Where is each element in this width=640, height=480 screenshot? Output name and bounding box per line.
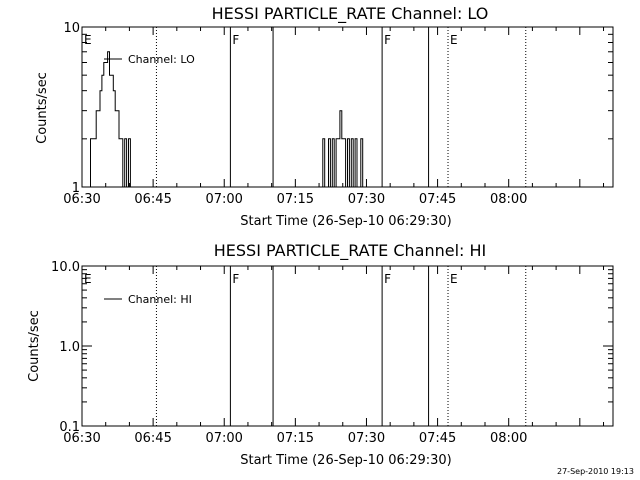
x-tick-label: 08:00 [490,431,527,446]
panel-lo-event-lines: F F EE [84,27,527,187]
y-tick-label: 1 [72,181,80,196]
panel-lo-title: HESSI PARTICLE_RATE Channel: LO [212,4,489,24]
panel-hi-ticks: 06:30 06:45 07:00 07:15 07:30 07:45 08:00 0.1 1.… [51,260,613,446]
panel-hi-xlabel: Start Time (26-Sep-10 06:29:30) [240,453,451,468]
x-tick-label: 07:30 [348,192,385,207]
panel-lo-xlabel: Start Time (26-Sep-10 06:29:30) [240,214,451,229]
panel-lo-ylabel: Counts/sec [35,72,50,144]
event-marker-label: E [450,272,458,286]
x-tick-label: 07:15 [277,431,314,446]
legend-label: Channel: HI [128,293,192,306]
event-marker-label: E [84,272,92,286]
event-marker-label: E [84,33,92,47]
x-tick-label: 07:45 [419,192,456,207]
panel-lo-ticks: 06:30 06:45 07:00 07:15 07:30 07:45 08:00 1 10 [63,21,613,207]
x-tick-label: 08:00 [490,192,527,207]
y-tick-label: 1.0 [59,340,80,355]
panel-hi-title: HESSI PARTICLE_RATE Channel: HI [214,241,487,261]
panel-hi-legend: Channel: HI [104,293,192,306]
event-marker-label: F [384,33,391,47]
x-tick-label: 07:15 [277,192,314,207]
series-line [321,110,365,188]
event-marker-label: F [384,272,391,286]
series-line [88,51,133,188]
y-tick-label: 10.0 [51,260,80,275]
x-tick-label: 06:45 [134,192,171,207]
panel-hi: HESSI PARTICLE_RATE Channel: HI Counts/s… [27,241,614,468]
x-tick-label: 06:30 [63,431,100,446]
panel-lo-legend: Channel: LO [104,53,195,66]
panel-lo: HESSI PARTICLE_RATE Channel: LO Counts/s… [35,4,614,229]
legend-label: Channel: LO [128,53,195,66]
panel-lo-frame [81,26,614,188]
x-tick-label: 07:00 [205,192,242,207]
panel-lo-series [88,51,365,188]
panel-hi-event-lines: F F EE [84,266,527,426]
x-tick-label: 07:45 [419,431,456,446]
panel-hi-ylabel: Counts/sec [27,310,42,382]
footer-timestamp: 27-Sep-2010 19:13 [557,467,634,476]
y-tick-label: 10 [63,21,80,36]
event-marker-label: F [232,33,239,47]
x-tick-label: 06:45 [134,431,171,446]
event-marker-label: E [450,33,458,47]
event-marker-label: F [232,272,239,286]
y-tick-label: 0.1 [59,420,80,435]
x-tick-label: 07:00 [205,431,242,446]
x-tick-label: 07:30 [348,431,385,446]
x-tick-label: 06:30 [63,192,100,207]
